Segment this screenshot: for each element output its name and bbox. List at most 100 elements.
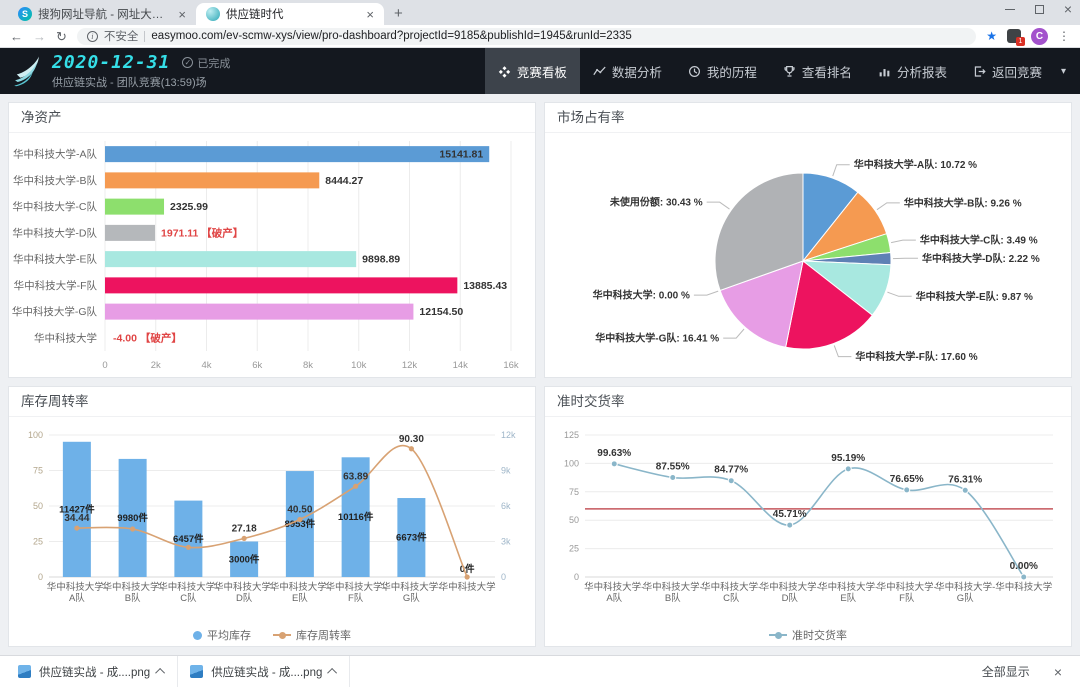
data-point[interactable] (786, 521, 794, 529)
inventory-turnover-chart[interactable]: 0 25 50 75 100 0 3k 6k 9k 12k 11427件 9980件 6457件 3000… (9, 417, 535, 620)
svg-text:6k: 6k (252, 360, 262, 371)
tab-sogou[interactable]: S 搜狗网址导航 - 网址大全,实用... × (8, 3, 196, 25)
chevron-up-icon[interactable] (327, 667, 338, 678)
svg-text:100: 100 (564, 458, 579, 468)
image-file-icon (18, 665, 31, 678)
ontime-delivery-chart[interactable]: 0 25 50 75 100 125 99.63% 87.55% 84.77% 45.71% 95.… (545, 417, 1071, 620)
inventory-turnover-svg[interactable]: 0 25 50 75 100 0 3k 6k 9k 12k 11427件 9980件 6457件 3000… (9, 417, 535, 615)
close-downloads-icon[interactable]: × (1053, 663, 1062, 680)
data-point[interactable] (185, 544, 191, 550)
svg-text:63.89: 63.89 (343, 471, 368, 482)
svg-text:125: 125 (564, 430, 579, 440)
data-point[interactable] (241, 535, 247, 542)
menu-dots-icon[interactable]: ⋮ (1058, 29, 1070, 43)
data-point[interactable] (669, 474, 677, 482)
bar[interactable] (230, 541, 259, 578)
bar[interactable] (105, 303, 414, 320)
nav-item-data-analysis[interactable]: 数据分析 (580, 48, 675, 94)
net-assets-chart[interactable]: 0 2k 4k 6k 8k 10k 12k 14k 16k 华中科技大学-A队 15141.81 华中… (9, 133, 535, 377)
bar[interactable] (105, 277, 458, 294)
tab-app[interactable]: 供应链时代 × (196, 3, 384, 25)
nav-item-report[interactable]: 分析报表 (865, 48, 960, 94)
nav-item-history[interactable]: 我的历程 (675, 48, 770, 94)
svg-text:90.30: 90.30 (399, 434, 424, 445)
nav-item-ranking[interactable]: 查看排名 (770, 48, 865, 94)
bar[interactable] (105, 251, 357, 268)
tab-title: 供应链时代 (226, 9, 284, 21)
bar[interactable] (105, 146, 490, 163)
data-point[interactable] (408, 446, 414, 452)
minimize-icon[interactable] (1004, 8, 1015, 10)
maximize-icon[interactable] (1034, 4, 1044, 14)
nav-caret-icon[interactable]: ▾ (1060, 65, 1066, 77)
bar[interactable] (105, 198, 165, 215)
svg-text:0.00%: 0.00% (1010, 561, 1038, 572)
pie-slice[interactable] (785, 260, 874, 350)
svg-text:0: 0 (501, 572, 506, 582)
bar-chart-icon (879, 68, 890, 76)
data-point[interactable] (464, 574, 470, 580)
profile-avatar[interactable]: C (1031, 27, 1048, 45)
extension-icon[interactable]: 1 (1007, 29, 1025, 46)
bar[interactable] (105, 224, 156, 241)
svg-text:75: 75 (569, 487, 579, 497)
tab-close-icon[interactable]: × (366, 6, 374, 22)
data-point[interactable] (610, 460, 618, 468)
market-share-chart[interactable]: 华中科技大学-A队: 10.72 % 华中科技大学-B队: 9.26 % 华中科技大… (545, 133, 1071, 377)
svg-text:华中科技大学-G队: 华中科技大学-G队 (935, 581, 995, 604)
svg-text:9k: 9k (501, 466, 511, 476)
svg-text:华中科技大学-C队: 华中科技大学-C队 (701, 581, 761, 604)
data-point[interactable] (903, 486, 911, 494)
data-point[interactable] (844, 465, 852, 473)
svg-text:45.71%: 45.71% (773, 509, 807, 520)
bar[interactable] (118, 458, 147, 577)
nav-item-return[interactable]: 返回竞赛 (960, 48, 1055, 94)
pie-slice[interactable] (714, 172, 804, 292)
card-ontime-delivery: 准时交货率 0 25 50 75 100 125 99.63% 87.55% 84.77% 45.… (544, 386, 1072, 647)
address-bar[interactable]: i 不安全 easymoo.com/ev-scmw-xys/view/pro-d… (76, 27, 977, 45)
data-point[interactable] (297, 516, 303, 523)
security-label: 不安全 (103, 31, 139, 43)
back-icon[interactable]: ← (10, 28, 23, 44)
chevron-up-icon[interactable] (155, 667, 166, 678)
extension-badge: 1 (1016, 37, 1025, 46)
legend-item[interactable]: 准时交货率 (769, 627, 847, 643)
svg-text:华中科技大学: 华中科技大学 (995, 581, 1052, 593)
data-point[interactable] (961, 486, 969, 494)
nav-label: 返回竞赛 (991, 65, 1042, 80)
forward-icon[interactable]: → (33, 28, 46, 44)
bar[interactable] (105, 172, 320, 189)
nav-item-dashboard[interactable]: 竞赛看板 (484, 48, 580, 94)
svg-text:华中科技大学-C队: 3.49 %: 华中科技大学-C队: 3.49 % (920, 234, 1038, 247)
legend-item[interactable]: 库存周转率 (273, 627, 351, 643)
bookmark-star-icon[interactable]: ★ (986, 29, 997, 43)
svg-text:华中科技大学-F队: 17.60 %: 华中科技大学-F队: 17.60 % (855, 350, 977, 363)
svg-text:8953件: 8953件 (285, 518, 316, 530)
bar[interactable] (397, 498, 426, 577)
ontime-delivery-svg[interactable]: 0 25 50 75 100 125 99.63% 87.55% 84.77% 45.71% 95.… (545, 417, 1071, 615)
svg-text:4k: 4k (201, 360, 211, 371)
download-item[interactable]: 供应链实战 - 成....png (178, 656, 351, 687)
card-net-assets: 净资产 0 2k 4k 6k 8k 10k 12k 14k 16k 华中科技大学-A队 15141.… (8, 102, 536, 378)
bar[interactable] (62, 441, 91, 577)
bar[interactable] (174, 500, 203, 577)
data-point[interactable] (1020, 573, 1028, 581)
info-icon[interactable]: i (86, 30, 98, 42)
svg-text:华中科技大学-C队: 华中科技大学-C队 (12, 200, 97, 213)
pie-slice[interactable] (719, 260, 804, 348)
new-tab-button[interactable]: + (394, 5, 403, 22)
data-point[interactable] (727, 477, 735, 485)
legend-item[interactable]: 平均库存 (193, 627, 251, 643)
close-icon[interactable]: × (1063, 1, 1072, 17)
data-point[interactable] (74, 525, 80, 531)
chart-legend: 平均库存 库存周转率 (9, 620, 535, 646)
show-all-downloads[interactable]: 全部显示 (981, 665, 1030, 679)
tab-close-icon[interactable]: × (178, 6, 186, 22)
refresh-icon[interactable]: ↻ (56, 28, 67, 44)
net-assets-svg[interactable]: 0 2k 4k 6k 8k 10k 12k 14k 16k 华中科技大学-A队 15141.81 华中… (9, 133, 535, 377)
data-point[interactable] (353, 483, 359, 489)
svg-text:0: 0 (38, 572, 43, 582)
market-share-svg[interactable]: 华中科技大学-A队: 10.72 % 华中科技大学-B队: 9.26 % 华中科技大… (545, 133, 1071, 377)
download-item[interactable]: 供应链实战 - 成....png (6, 656, 179, 687)
data-point[interactable] (130, 526, 136, 532)
